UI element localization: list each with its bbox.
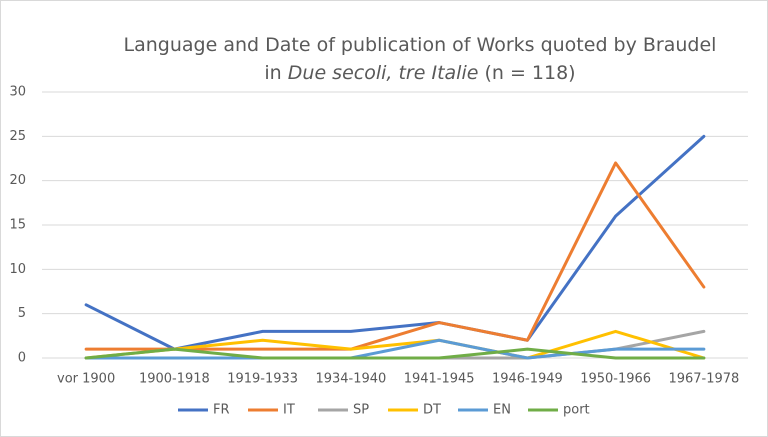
legend-label: FR [213, 403, 230, 418]
series-line [84, 347, 706, 360]
y-tick-label: 25 [9, 129, 26, 144]
title-part: in [264, 62, 287, 84]
series-line [84, 329, 706, 360]
legend-label: port [563, 403, 590, 418]
x-tick-label: 1950-1966 [580, 372, 651, 387]
legend-label: SP [353, 403, 369, 418]
y-tick-label: 0 [18, 351, 26, 366]
series-line [84, 338, 706, 360]
x-tick-label: 1934-1940 [315, 372, 386, 387]
y-tick-label: 20 [9, 173, 26, 188]
title-part: Language and Date of publication of Work… [124, 34, 717, 56]
y-tick-label: 15 [9, 218, 26, 233]
legend-label: IT [283, 403, 295, 418]
title-part: (n = 118) [478, 62, 575, 84]
y-tick-label: 30 [9, 85, 26, 100]
title-part: Due secoli, tre Italie [288, 62, 479, 84]
x-tick-label: 1919-1933 [227, 372, 298, 387]
x-tick-label: vor 1900 [57, 372, 115, 387]
chart-title: Language and Date of publication of Work… [124, 34, 717, 56]
legend-label: DT [423, 403, 441, 418]
y-tick-label: 5 [18, 306, 26, 321]
x-tick-label: 1900-1918 [139, 372, 210, 387]
x-tick-label: 1946-1949 [492, 372, 563, 387]
chart-title: in Due secoli, tre Italie (n = 118) [264, 62, 575, 84]
x-tick-label: 1941-1945 [404, 372, 475, 387]
legend-label: EN [493, 403, 511, 418]
y-tick-label: 10 [9, 262, 26, 277]
x-tick-label: 1967-1978 [668, 372, 739, 387]
